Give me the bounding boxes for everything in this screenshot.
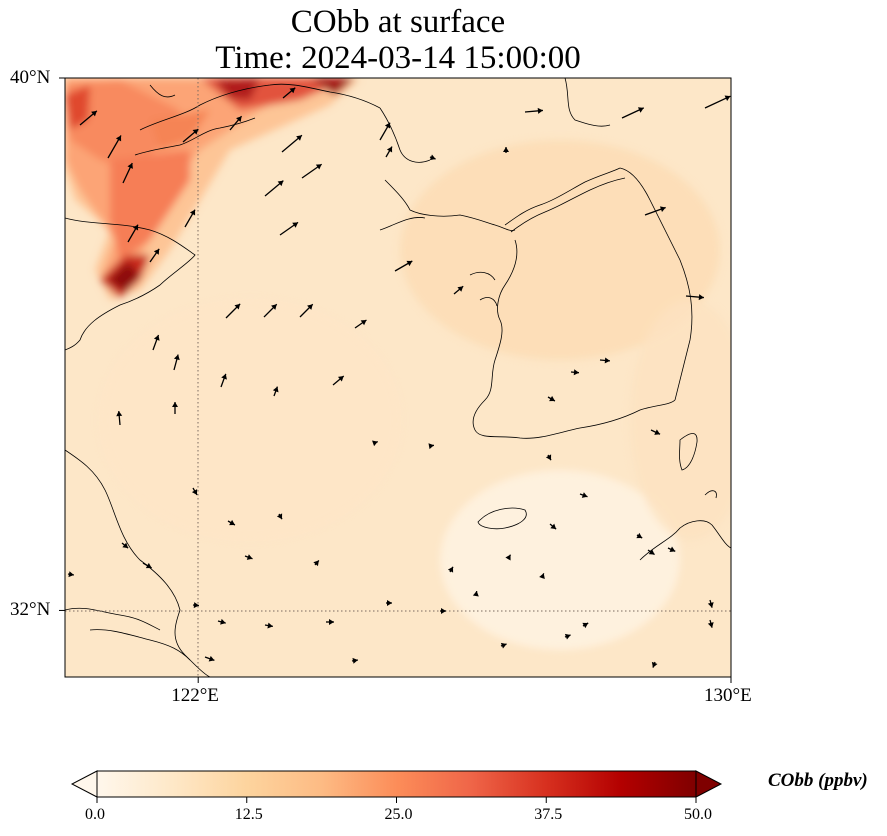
wind-arrow [282,87,296,99]
colorbar-tick-label: 12.5 [234,806,263,823]
wind-arrow [191,487,198,496]
wind-arrow [279,221,299,236]
wind-arrow [685,294,704,301]
wind-arrow [244,554,253,560]
wind-arrow [182,128,199,143]
wind-arrow [149,248,160,263]
wind-arrow [192,602,200,609]
wind-arrow [122,162,133,184]
lon-tick-label: 130°E [704,685,752,706]
wind-arrow [549,523,557,530]
wind-arrow [379,122,391,141]
wind-arrow [503,147,509,153]
wind-arrow [225,303,241,319]
lat-tick-label: 40°N [10,67,51,88]
wind-arrow [276,513,283,520]
cobb-field [65,78,731,677]
map-frame [64,77,732,678]
wind-arrow [372,440,378,447]
wind-arrow [351,657,359,664]
wind-arrow [428,443,435,450]
wind-arrow [505,554,512,561]
wind-arrow [472,590,479,597]
wind-arrow [229,115,243,131]
wind-arrow [152,334,160,351]
colorbar [70,770,723,798]
colorbar-label: CObb (ppbv) [768,770,868,791]
wind-arrow [264,622,273,629]
wind-arrow [79,110,98,126]
wind-arrow [440,608,446,614]
wind-arrow [142,562,152,569]
wind-arrow [647,549,655,556]
wind-arrow [301,163,323,179]
wind-arrow [354,319,367,329]
wind-arrow [263,303,278,318]
lon-tick-label: 122°E [171,685,219,706]
lat-tick-label: 32°N [10,599,51,621]
wind-arrow [385,146,393,158]
wind-arrow [272,386,279,397]
wind-arrow [121,542,129,549]
wind-arrow [116,410,123,426]
wind-arrow [204,655,215,662]
wind-arrow [453,285,464,295]
wind-arrow [539,573,545,580]
wind-arrow [564,633,571,640]
wind-arrow [447,566,454,573]
wind-arrow [651,661,658,668]
wind-arrow [524,107,543,114]
title-line1: CObb at surface [290,4,506,40]
wind-arrow [582,622,589,629]
wind-arrow [579,492,588,498]
wind-arrow [127,224,139,243]
wind-arrow [220,373,227,388]
wind-arrow [173,354,180,371]
wind-arrow [394,260,413,272]
colorbar-tick-label: 0.0 [85,806,105,823]
wind-arrow [227,519,236,526]
wind-arrow [636,532,643,539]
wind-arrow [707,619,714,628]
wind-arrow [707,599,714,608]
wind-arrow [644,206,666,216]
wind-arrow [299,303,314,318]
wind-arrow [545,454,552,461]
wind-arrow [332,375,345,386]
colorbar-tick-label: 50.0 [684,806,712,823]
wind-arrow [599,357,611,364]
wind-arrow [313,559,320,567]
wind-arrow [281,134,303,153]
title-line2: Time: 2024-03-14 15:00:00 [215,40,581,76]
wind-arrow [264,180,284,197]
wind-arrow [650,429,661,435]
colorbar-tick-label: 37.5 [534,806,563,823]
wind-arrow [172,402,178,414]
wind-arrow [217,618,226,625]
wind-arrow [67,571,75,578]
wind-arrow [107,135,122,159]
wind-arrow [386,600,392,606]
wind-arrow [184,209,196,228]
colorbar-tick-label: 25.0 [384,806,413,823]
wind-arrow [570,369,580,376]
wind-arrow [667,546,676,552]
wind-arrow [326,619,334,625]
wind-arrow [429,154,436,161]
wind-arrow [547,395,556,402]
wind-arrow [500,642,507,649]
wind-arrow [621,107,645,119]
wind-arrow [704,95,731,109]
